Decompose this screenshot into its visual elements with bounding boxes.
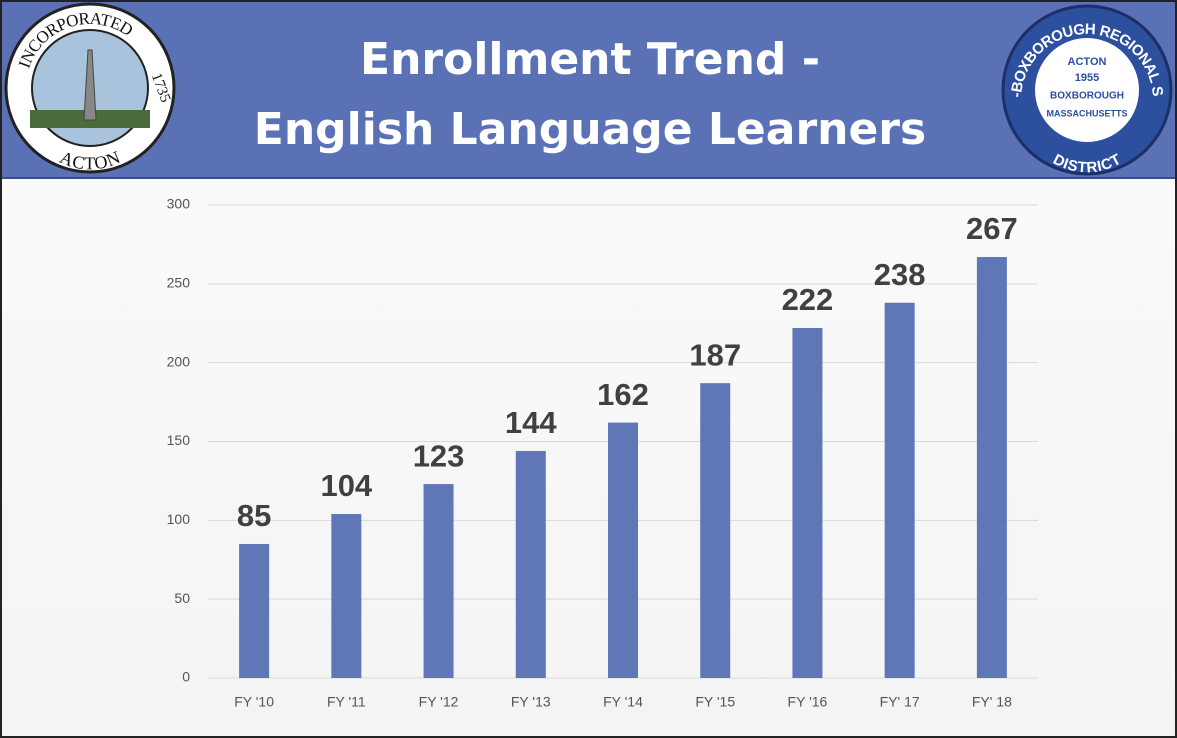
seal-center: [1035, 38, 1139, 142]
seal-monument: [83, 49, 97, 121]
y-tick-label: 300: [167, 196, 191, 212]
bar: [608, 422, 638, 678]
x-tick-label: FY '14: [603, 694, 643, 710]
y-tick-label: 100: [167, 511, 191, 527]
seal-text: ACTON: [1068, 56, 1107, 68]
title-line: Enrollment Trend -: [360, 34, 820, 85]
bar: [423, 484, 454, 678]
seal-text: 1955: [1075, 72, 1099, 84]
bar: [515, 450, 546, 678]
bar: [792, 327, 823, 678]
y-tick-label: 50: [174, 590, 190, 606]
data-label: 222: [782, 282, 834, 317]
data-label: 123: [413, 438, 465, 473]
x-tick-label: FY' 17: [880, 694, 920, 710]
bar: [700, 383, 731, 678]
bar: [884, 302, 915, 678]
data-label: 187: [689, 337, 741, 372]
bar: [976, 257, 1007, 678]
x-tick-label: FY '16: [788, 694, 828, 710]
data-label: 144: [505, 405, 557, 440]
y-tick-label: 200: [167, 353, 191, 369]
x-tick-label: FY '12: [419, 694, 459, 710]
header-band: [2, 2, 1175, 178]
data-label: 104: [320, 468, 372, 503]
x-tick-label: FY '13: [511, 694, 551, 710]
x-tick-label: FY' 18: [972, 694, 1012, 710]
seal-text: BOXBOROUGH: [1050, 91, 1124, 102]
left-seal: INCORPORATED 1735 ACTON: [4, 2, 176, 174]
x-tick-label: FY '15: [695, 694, 735, 710]
bar: [239, 543, 270, 678]
title-line: English Language Learners: [254, 104, 926, 155]
y-tick-label: 250: [167, 275, 191, 291]
y-tick-label: 150: [167, 432, 191, 448]
data-label: 162: [597, 377, 649, 412]
y-tick-label: 0: [182, 669, 190, 685]
x-tick-label: FY '10: [234, 694, 274, 710]
data-label: 238: [874, 257, 926, 292]
seal-text: MASSACHUSETTS: [1046, 108, 1127, 118]
x-tick-label: FY '11: [327, 694, 366, 710]
data-label: 85: [237, 498, 271, 533]
bar: [331, 514, 362, 678]
data-label: 267: [966, 211, 1018, 246]
